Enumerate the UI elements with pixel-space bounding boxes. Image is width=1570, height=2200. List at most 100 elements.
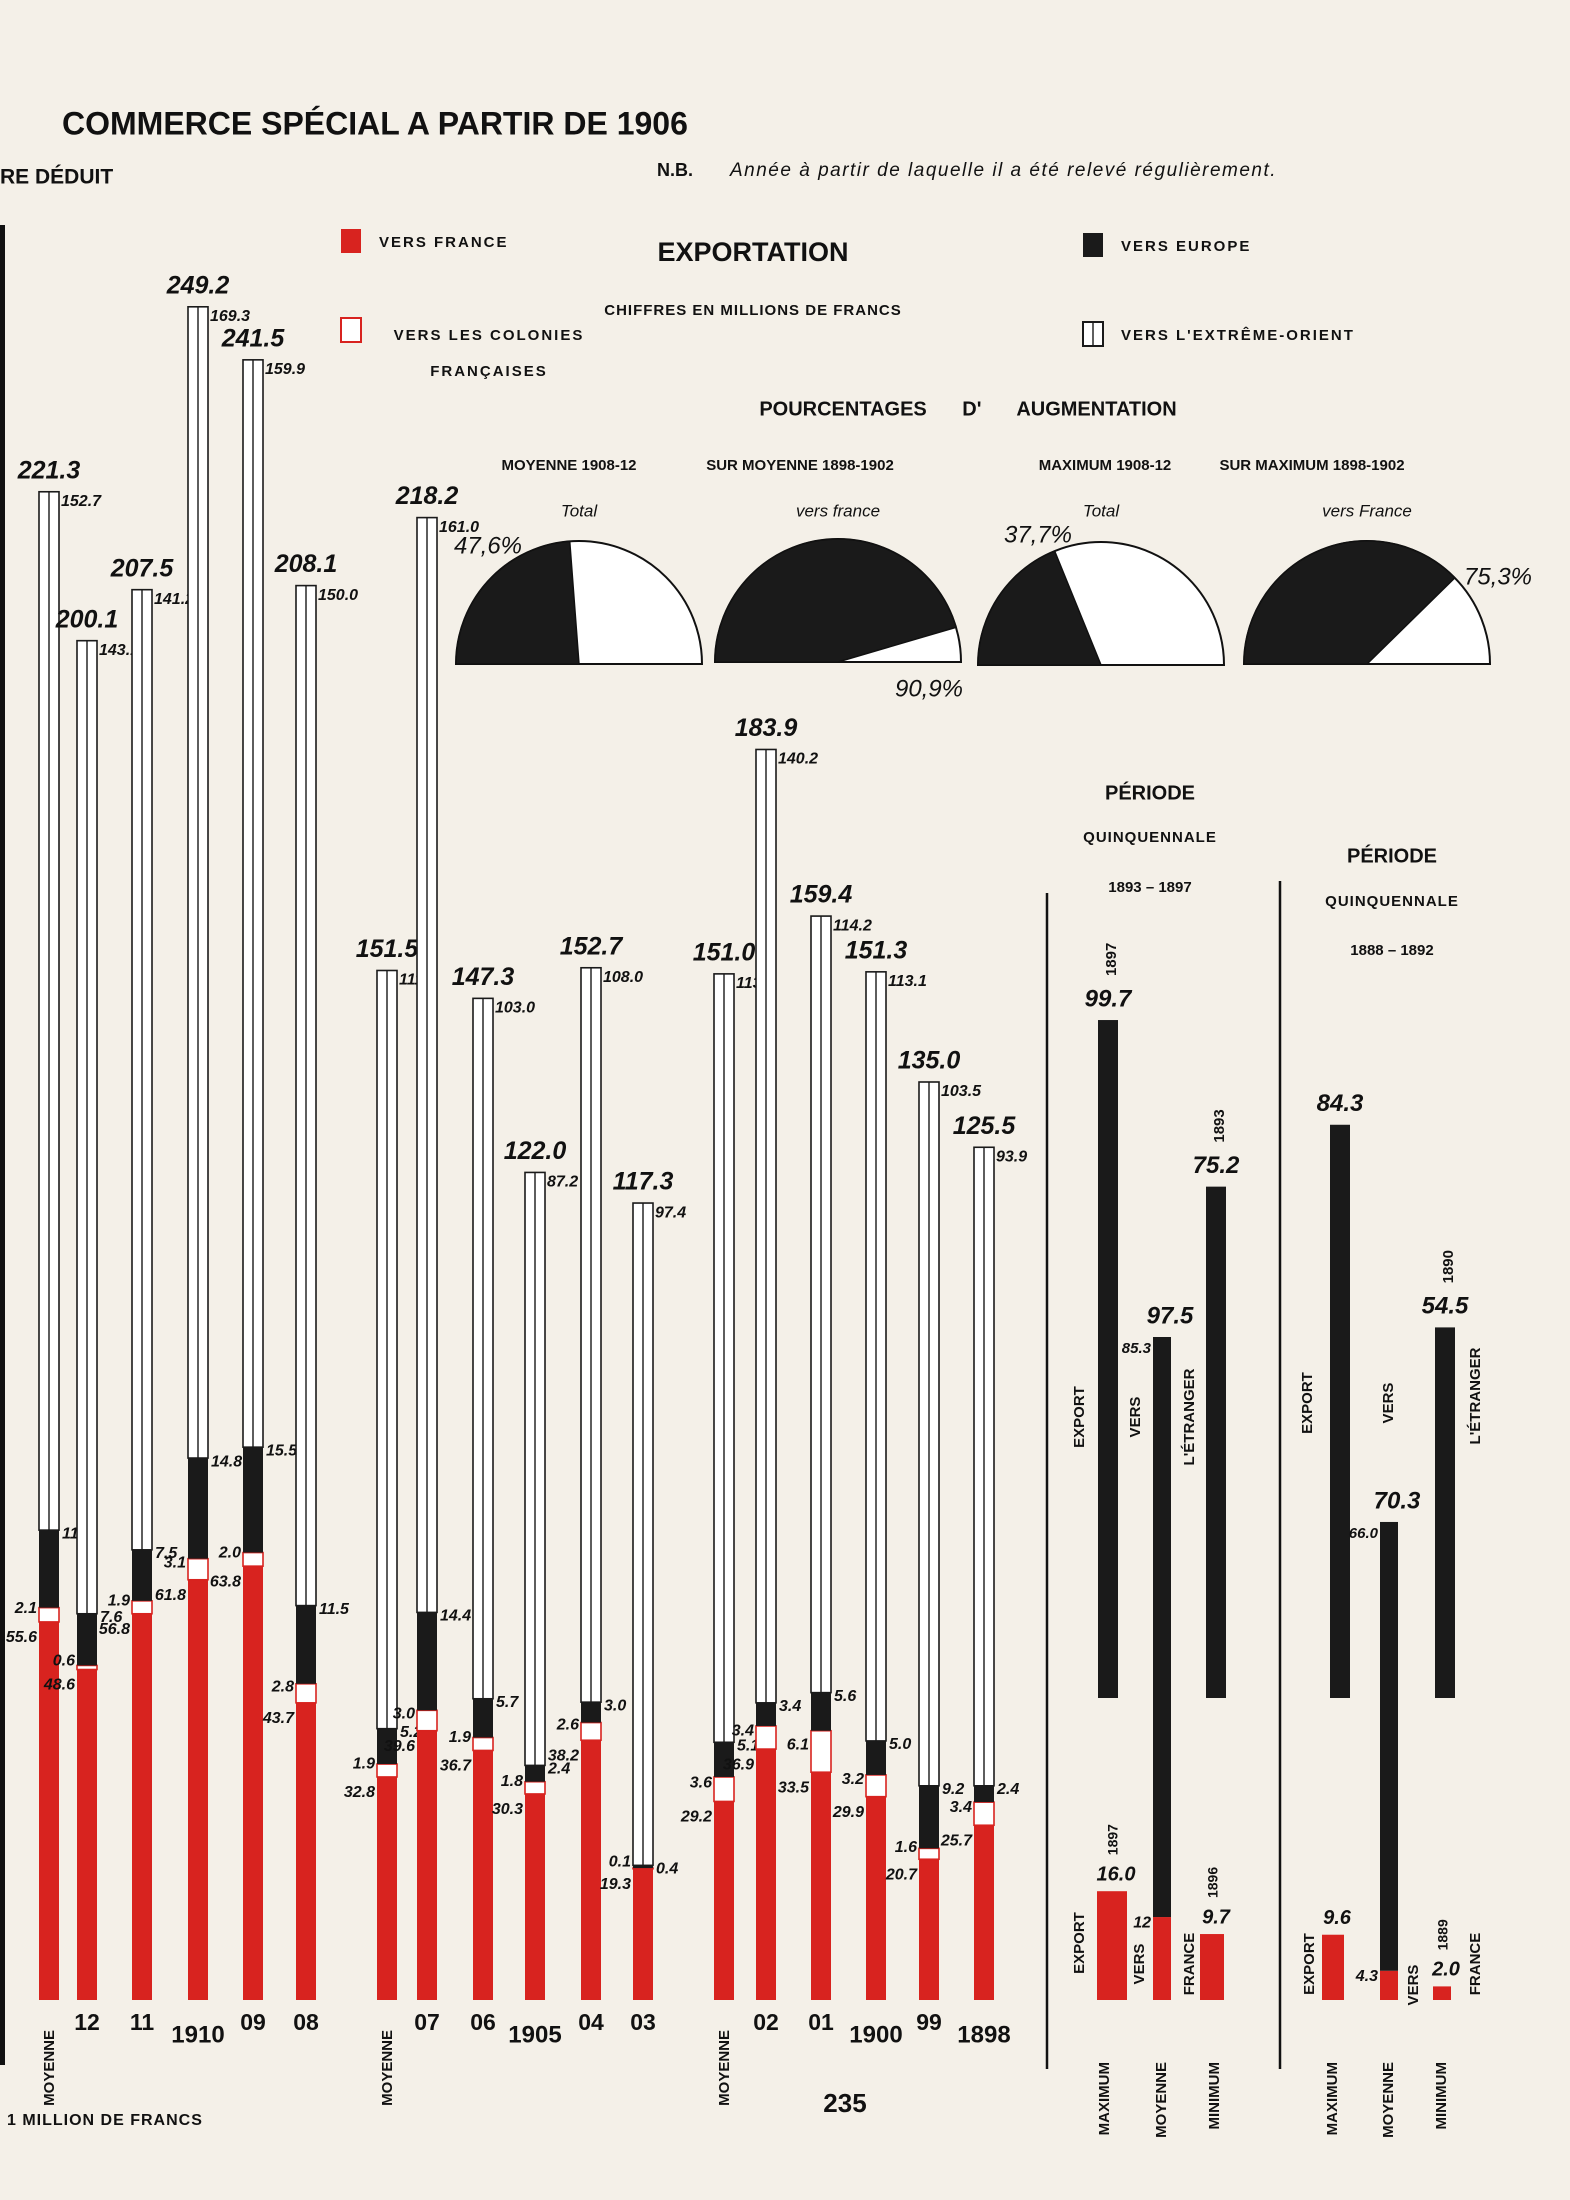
bar-segment <box>1153 1917 1171 2000</box>
bar <box>1435 1327 1455 1698</box>
pie-sector <box>455 540 580 665</box>
unit-note: CHIFFRES EN MILLIONS DE FRANCS <box>604 302 902 319</box>
value-label: 3.4 <box>732 1723 754 1740</box>
value-label: 152.7 <box>61 493 102 510</box>
period-title: PÉRIODE <box>1105 781 1195 804</box>
total-label: 152.7 <box>560 932 624 960</box>
bar-segment <box>865 1774 887 1798</box>
value-label: 36.9 <box>723 1756 754 1773</box>
bar-segment <box>974 1825 994 2000</box>
value-label: 43.7 <box>262 1710 295 1727</box>
scale-label: 1 MILLION DE FRANCS <box>7 2112 203 2129</box>
series-label: L'ÉTRANGER <box>1181 1368 1198 1465</box>
value-label: 12 <box>1133 1914 1151 1931</box>
bar <box>1322 1934 1344 2000</box>
bar-segment <box>132 1613 152 2000</box>
bar-segment <box>132 1549 152 1601</box>
bar-segment <box>525 1765 545 1782</box>
total-label: 135.0 <box>898 1047 961 1075</box>
x-tick-label: 12 <box>74 2009 100 2035</box>
chart-title: COMMERCE SPÉCIAL A PARTIR DE 1906 <box>62 105 688 141</box>
bar <box>1097 1891 1127 2000</box>
bar <box>1200 1934 1224 2000</box>
x-tick-label: 03 <box>630 2009 656 2035</box>
bar-segment <box>377 1776 397 2000</box>
bar <box>1433 1986 1451 2000</box>
pie-label: Total <box>1083 501 1120 520</box>
year-label: 1896 <box>1205 1867 1221 1898</box>
pie-title: POURCENTAGES D' AUGMENTATION <box>759 398 1176 420</box>
total-label: 117.3 <box>613 1168 674 1196</box>
value-label: 87.2 <box>547 1174 578 1191</box>
value-label: 39.6 <box>384 1738 415 1755</box>
bar-segment <box>188 1458 208 1559</box>
value-label: 4.3 <box>1355 1968 1378 1985</box>
page-number: 235 <box>823 2088 866 2118</box>
bar-segment <box>580 1721 602 1742</box>
value-label: 1.9 <box>353 1756 375 1773</box>
value-label: 63.8 <box>210 1573 241 1590</box>
year-label: 1897 <box>1103 943 1120 976</box>
pie-heading: SUR MAXIMUM 1898-1902 <box>1219 457 1404 474</box>
bar-segment <box>811 1692 831 1731</box>
value-label: 11.5 <box>319 1601 350 1618</box>
period-range: 1893 – 1897 <box>1108 879 1191 896</box>
value-label: 84.3 <box>1317 1090 1364 1117</box>
total-label: 151.3 <box>845 936 908 964</box>
value-label: 90,9% <box>895 675 963 702</box>
value-label: 103.0 <box>495 1000 535 1017</box>
value-label: 2.8 <box>271 1679 294 1696</box>
period-subtitle: QUINQUENNALE <box>1325 893 1459 910</box>
value-label: 19.3 <box>600 1876 631 1893</box>
x-tick-label: 09 <box>240 2009 266 2035</box>
pie-heading: SUR MOYENNE 1898-1902 <box>706 457 894 474</box>
value-label: 32.8 <box>344 1784 375 1801</box>
value-label: 108.0 <box>603 969 643 986</box>
value-label: 16.0 <box>1097 1863 1136 1885</box>
value-label: 38.2 <box>548 1747 579 1764</box>
value-label: 150.0 <box>318 587 358 604</box>
bar <box>1330 1124 1350 1698</box>
value-label: 3.4 <box>779 1698 801 1715</box>
total-label: 122.0 <box>504 1137 567 1165</box>
bar-segment <box>377 1728 397 1765</box>
value-label: 99.7 <box>1085 985 1133 1012</box>
x-tick-label: 02 <box>753 2009 779 2035</box>
total-label: 125.5 <box>953 1112 1017 1140</box>
value-label: 14.8 <box>211 1453 242 1470</box>
x-tick-label: 1910 <box>171 2021 224 2048</box>
total-label: 183.9 <box>735 714 798 742</box>
pie-label: vers France <box>1322 501 1412 520</box>
bar-segment <box>295 1683 317 1704</box>
total-label: 151.5 <box>356 935 420 963</box>
series-label: FRANCE <box>1467 1933 1484 1996</box>
value-label: 3.1 <box>164 1554 186 1571</box>
bar-segment <box>866 1796 886 2000</box>
pie-label: vers france <box>796 501 880 520</box>
x-tick-label: MAXIMUM <box>1324 2062 1341 2135</box>
bar-segment <box>39 1621 59 2000</box>
bar-segment <box>714 1742 734 1777</box>
scale-bar-edge <box>0 225 5 2065</box>
x-tick-label: MINIMUM <box>1433 2062 1450 2130</box>
x-tick-label: 1898 <box>957 2021 1010 2048</box>
x-tick-label: 07 <box>414 2009 440 2035</box>
bar-segment <box>810 1729 832 1773</box>
value-label: 3.2 <box>842 1771 864 1788</box>
x-tick-label: MOYENNE <box>716 2030 733 2106</box>
x-tick-label: 11 <box>130 2009 155 2035</box>
legend-swatch <box>1083 233 1103 257</box>
bar-segment <box>973 1801 995 1827</box>
value-label: 61.8 <box>155 1587 186 1604</box>
value-label: 7.5 <box>155 1545 178 1562</box>
bar-segment <box>713 1776 735 1803</box>
pie-sector <box>1243 540 1456 665</box>
value-label: 2.1 <box>14 1600 37 1617</box>
value-label: 47,6% <box>454 532 522 559</box>
x-tick-label: MOYENNE <box>1153 2062 1170 2138</box>
pie-heading: MAXIMUM 1908-12 <box>1039 457 1172 474</box>
year-label: 1889 <box>1435 1919 1451 1950</box>
value-label: 97.4 <box>655 1204 686 1221</box>
